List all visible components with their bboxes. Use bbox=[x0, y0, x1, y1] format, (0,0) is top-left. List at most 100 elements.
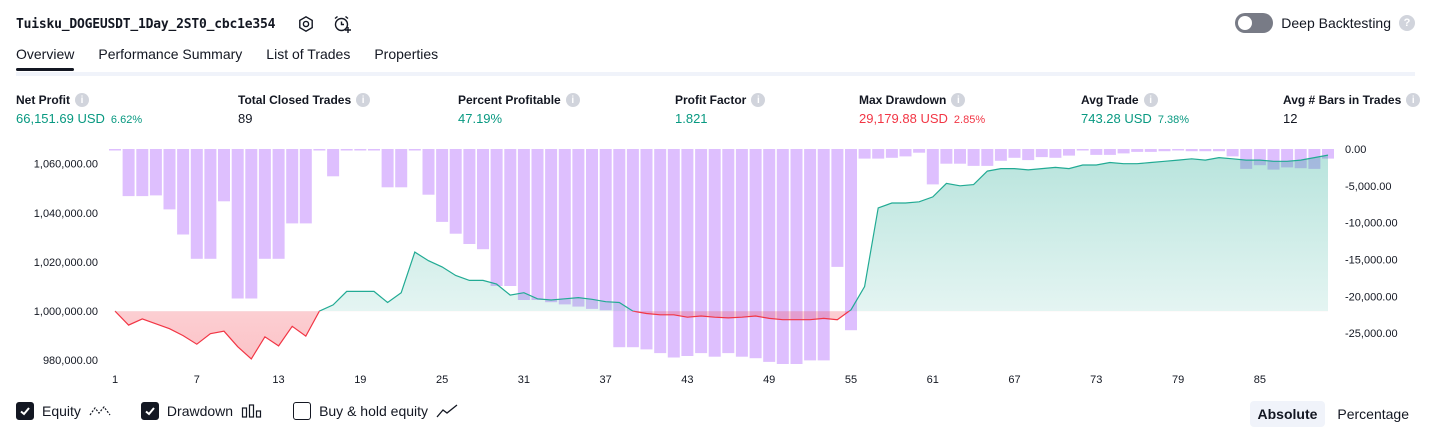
drawdown-bar bbox=[449, 149, 462, 234]
drawdown-bar bbox=[1117, 149, 1130, 154]
drawdown-bar bbox=[286, 149, 299, 224]
info-icon[interactable]: i bbox=[75, 93, 89, 107]
drawdown-bar bbox=[858, 149, 871, 159]
percentage-button[interactable]: Percentage bbox=[1337, 406, 1409, 422]
chart-legend: Equity Drawdown Buy & hold equity bbox=[16, 402, 458, 420]
drawdown-bar bbox=[504, 149, 517, 286]
info-icon[interactable]: i bbox=[1406, 93, 1421, 107]
tab-performance-summary[interactable]: Performance Summary bbox=[98, 46, 243, 62]
drawdown-bar bbox=[940, 149, 953, 164]
info-icon[interactable]: i bbox=[356, 93, 371, 107]
legend-buy-hold[interactable]: Buy & hold equity bbox=[293, 402, 458, 420]
right-axis-tick-label: -10,000.00 bbox=[1345, 218, 1398, 230]
left-axis-tick-label: 1,040,000.00 bbox=[34, 208, 98, 220]
info-icon[interactable]: i bbox=[1143, 93, 1158, 107]
deep-backtesting: Deep Backtesting ? bbox=[1235, 13, 1415, 33]
drawdown-bar bbox=[1131, 149, 1144, 152]
metric-avg-bars-in-trades: Avg # Bars in Trades i 12 bbox=[1283, 93, 1421, 126]
drawdown-bar bbox=[845, 149, 857, 331]
metric-label: Max Drawdown bbox=[859, 93, 947, 107]
metric-total-closed-trades: Total Closed Trades i 89 bbox=[238, 93, 371, 126]
drawdown-bar bbox=[1103, 149, 1116, 155]
metric-value: 66,151.69 USD bbox=[16, 111, 105, 126]
drawdown-bar bbox=[258, 149, 271, 259]
drawdown-bar bbox=[517, 149, 530, 300]
x-axis-tick-label: 61 bbox=[927, 374, 939, 386]
drawdown-bar bbox=[872, 149, 885, 159]
legend-drawdown-label: Drawdown bbox=[166, 403, 234, 419]
equity-drawdown-chart[interactable]: 1,060,000.00 1,040,000.00 1,020,000.00 1,00… bbox=[0, 138, 1431, 396]
drawdown-bar bbox=[994, 149, 1007, 161]
drawdown-bar bbox=[1185, 149, 1198, 152]
info-icon[interactable]: i bbox=[751, 93, 766, 107]
tab-properties[interactable]: Properties bbox=[374, 46, 439, 62]
drawdown-bar bbox=[490, 149, 503, 286]
drawdown-bar bbox=[954, 149, 966, 164]
info-icon[interactable]: i bbox=[565, 93, 580, 107]
legend-equity[interactable]: Equity bbox=[16, 402, 111, 420]
equity-line-icon bbox=[89, 406, 111, 416]
add-alert-button[interactable] bbox=[331, 13, 353, 35]
drawdown-bar bbox=[354, 149, 367, 151]
drawdown-bar bbox=[586, 149, 598, 309]
metric-value: 1.821 bbox=[675, 111, 708, 126]
metric-value: 12 bbox=[1283, 111, 1298, 126]
metric-label: Total Closed Trades bbox=[238, 93, 352, 107]
drawdown-bar bbox=[1076, 149, 1089, 151]
x-axis-tick-label: 79 bbox=[1172, 374, 1184, 386]
drawdown-bar bbox=[804, 149, 817, 361]
metric-value: 89 bbox=[238, 111, 253, 126]
drawdown-bar bbox=[735, 149, 748, 357]
report-tabs: Overview Performance Summary List of Tra… bbox=[16, 46, 439, 71]
drawdown-checkbox[interactable] bbox=[140, 402, 159, 420]
x-axis-tick-label: 73 bbox=[1090, 374, 1102, 386]
drawdown-bar bbox=[1172, 149, 1185, 151]
drawdown-bar bbox=[149, 149, 162, 196]
drawdown-bar bbox=[790, 149, 803, 364]
tab-list-of-trades[interactable]: List of Trades bbox=[266, 46, 351, 62]
buy-hold-line-icon bbox=[436, 404, 458, 418]
scale-mode-switch: Absolute Percentage bbox=[1249, 401, 1418, 427]
equity-line-negative bbox=[114, 311, 851, 360]
left-axis-tick-label: 1,060,000.00 bbox=[34, 159, 98, 171]
metric-label: Percent Profitable bbox=[458, 93, 561, 107]
deep-backtesting-toggle[interactable] bbox=[1235, 13, 1274, 33]
left-axis-tick-label: 980,000.00 bbox=[43, 355, 98, 367]
drawdown-bar bbox=[695, 149, 708, 354]
equity-area-negative bbox=[115, 311, 1328, 359]
drawdown-bar bbox=[272, 149, 285, 259]
equity-checkbox[interactable] bbox=[16, 402, 34, 420]
drawdown-bar bbox=[926, 149, 939, 185]
drawdown-bar bbox=[340, 149, 353, 151]
equity-line-positive bbox=[115, 154, 1329, 312]
metric-percent-profitable: Percent Profitable i 47.19% bbox=[458, 93, 580, 126]
metric-value: 47.19% bbox=[458, 111, 503, 126]
legend-drawdown[interactable]: Drawdown bbox=[140, 402, 263, 420]
drawdown-bar bbox=[218, 149, 230, 202]
strategy-settings-button[interactable] bbox=[295, 13, 317, 35]
absolute-button[interactable]: Absolute bbox=[1249, 401, 1326, 427]
drawdown-bar bbox=[981, 149, 994, 166]
x-axis-tick-label: 43 bbox=[681, 374, 693, 386]
drawdown-bar bbox=[613, 149, 626, 348]
toggle-knob bbox=[1238, 16, 1253, 30]
drawdown-bar bbox=[1035, 149, 1048, 158]
drawdown-bar bbox=[163, 149, 176, 210]
drawdown-bar bbox=[667, 149, 680, 358]
drawdown-bar bbox=[1049, 149, 1062, 158]
drawdown-bar bbox=[1226, 149, 1239, 157]
drawdown-bar bbox=[1213, 149, 1225, 152]
drawdown-bar bbox=[599, 149, 612, 311]
buy-hold-checkbox[interactable] bbox=[293, 402, 312, 420]
right-axis-tick-label: -25,000.00 bbox=[1345, 328, 1398, 340]
x-axis-tick-label: 1 bbox=[112, 374, 118, 386]
drawdown-bars-icon bbox=[241, 404, 262, 418]
drawdown-bar bbox=[1322, 149, 1334, 159]
help-icon[interactable]: ? bbox=[1399, 15, 1415, 31]
tab-overview[interactable]: Overview bbox=[16, 46, 75, 71]
metric-label: Net Profit bbox=[16, 93, 70, 107]
drawdown-bar bbox=[708, 149, 721, 357]
info-icon[interactable]: i bbox=[951, 93, 966, 107]
drawdown-bar bbox=[1063, 149, 1075, 156]
right-axis-tick-label: 0.00 bbox=[1345, 144, 1366, 156]
